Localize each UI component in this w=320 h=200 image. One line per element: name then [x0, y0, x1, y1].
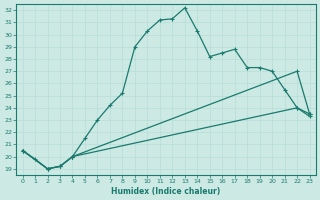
X-axis label: Humidex (Indice chaleur): Humidex (Indice chaleur) — [111, 187, 221, 196]
